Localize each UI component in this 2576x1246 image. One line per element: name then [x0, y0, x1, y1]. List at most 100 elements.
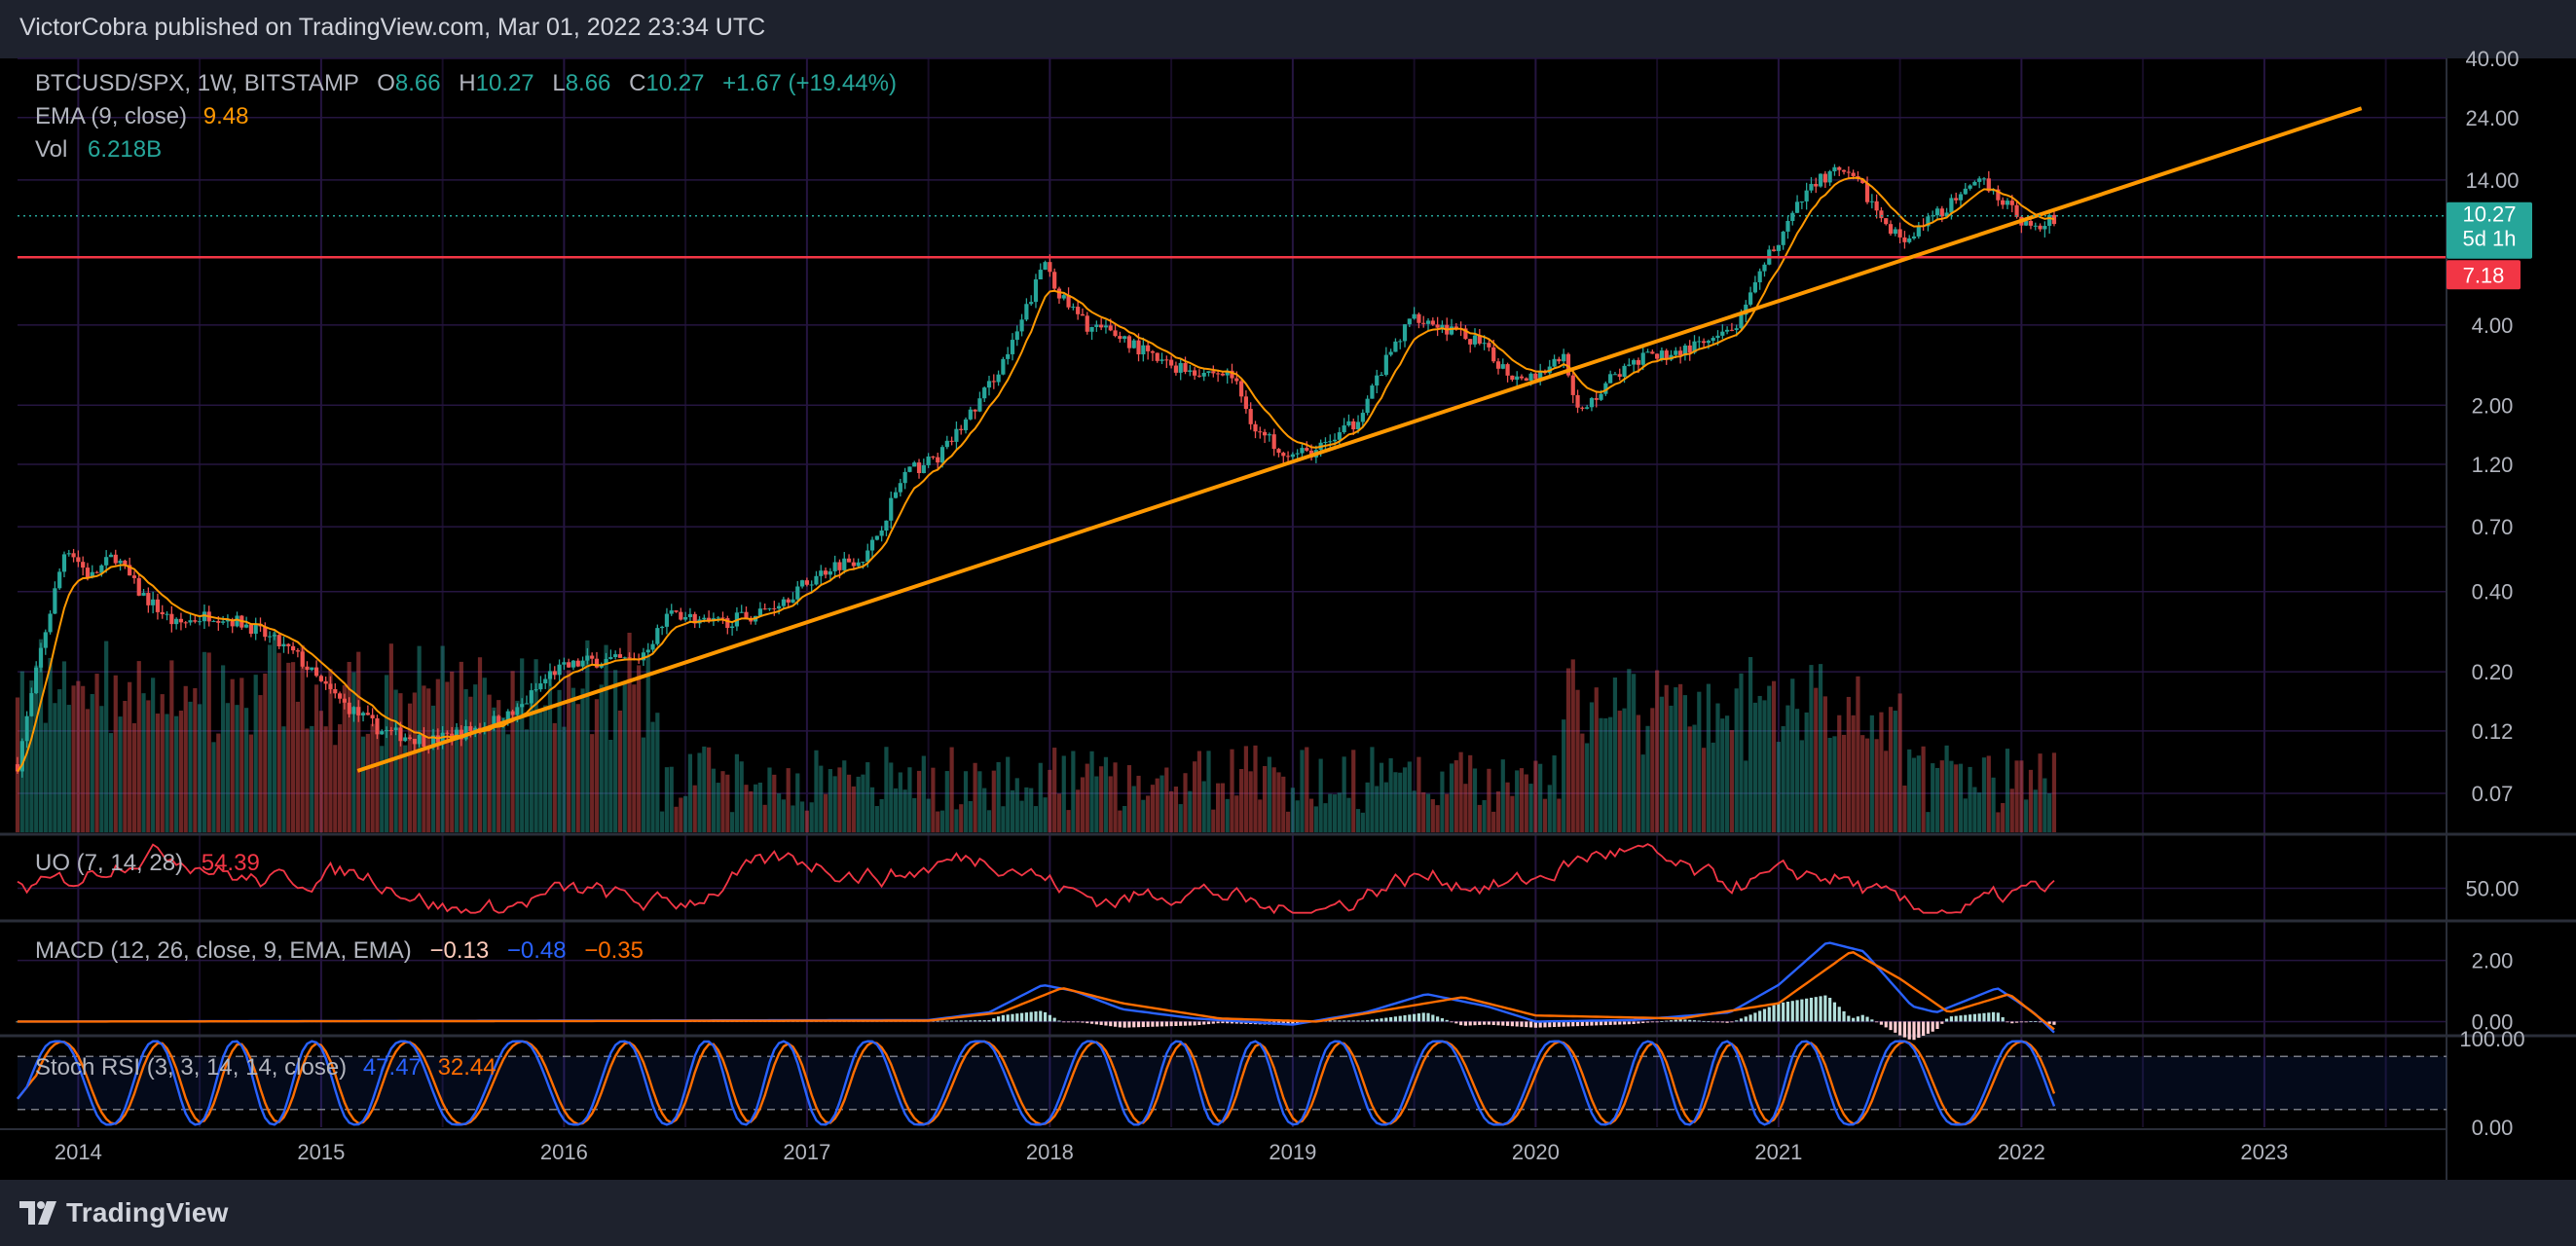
candle-body — [1393, 341, 1398, 352]
candle-body — [1337, 432, 1342, 440]
candle-body — [1874, 201, 1879, 211]
volume-legend[interactable]: Vol 6.218B — [35, 136, 162, 163]
candle-body — [1454, 326, 1458, 329]
candle-body — [1580, 407, 1585, 409]
volume-bar — [323, 726, 328, 832]
macd-histogram-bar — [964, 1020, 968, 1022]
candle-body — [178, 618, 184, 623]
volume-bar — [318, 711, 323, 832]
volume-bar — [375, 725, 380, 832]
volume-bar — [1216, 783, 1221, 832]
candle-body — [819, 570, 824, 576]
macd-histogram-bar — [1552, 1021, 1557, 1028]
volume-bar — [687, 753, 693, 832]
candle-body — [1636, 359, 1641, 365]
candle-body — [43, 632, 48, 648]
candle-body — [1678, 350, 1683, 356]
symbol-legend[interactable]: BTCUSD/SPX, 1W, BITSTAMP O8.66 H10.27 L8… — [35, 70, 897, 96]
candle-body — [973, 409, 977, 412]
volume-bar — [1515, 770, 1520, 832]
macd-histogram-bar — [1113, 1021, 1118, 1027]
volume-bar — [403, 745, 408, 832]
candle-body — [1225, 370, 1230, 376]
macd-legend[interactable]: MACD (12, 26, close, 9, EMA, EMA) −0.13 … — [35, 937, 644, 964]
volume-bar — [1687, 726, 1692, 832]
stoch-legend[interactable]: Stoch RSI (3, 3, 14, 14, close) 47.47 32… — [35, 1054, 497, 1081]
candle-body — [730, 626, 735, 629]
candle-body — [230, 619, 235, 627]
candle-body — [1963, 188, 1968, 195]
volume-bar — [1640, 754, 1645, 832]
candle-body — [851, 562, 856, 567]
candle-body — [1608, 374, 1613, 384]
volume-bar — [2028, 769, 2034, 832]
volume-bar — [1822, 696, 1827, 832]
candle-body — [1804, 190, 1809, 202]
candle-body — [916, 462, 922, 473]
candle-body — [791, 599, 795, 604]
volume-bar — [921, 755, 926, 832]
macd-histogram-bar — [2034, 1021, 2038, 1022]
volume-bar — [104, 641, 109, 832]
volume-bar — [898, 772, 902, 832]
candle-body — [1575, 394, 1580, 408]
candle-body — [407, 737, 413, 739]
macd-histogram-bar — [1585, 1021, 1589, 1026]
volume-bar — [1781, 726, 1785, 832]
volume-bar — [1533, 760, 1538, 832]
macd-histogram-bar — [1782, 1002, 1785, 1022]
candle-body — [944, 440, 949, 448]
volume-bar — [1608, 716, 1613, 832]
svg-text:EMA (9, close) 9.48: EMA (9, close) 9.48 — [35, 103, 248, 129]
volume-bar — [944, 771, 949, 832]
macd-histogram-bar — [1964, 1014, 1968, 1022]
macd-histogram-bar — [1655, 1021, 1659, 1023]
volume-bar — [169, 660, 174, 832]
candle-body — [1533, 373, 1538, 380]
volume-bar — [1617, 711, 1622, 832]
volume-bar — [936, 811, 940, 832]
time-tick-label: 2023 — [2240, 1140, 2288, 1164]
volume-bar — [1776, 742, 1781, 832]
tradingview-logo[interactable]: TradingView — [19, 1197, 229, 1228]
macd-histogram-bar — [1515, 1021, 1519, 1027]
candle-body — [772, 607, 777, 609]
candle-body — [1888, 224, 1894, 235]
candle-body — [744, 611, 749, 619]
candle-body — [1375, 375, 1380, 386]
macd-histogram-bar — [1164, 1021, 1168, 1027]
volume-bar — [2014, 760, 2019, 832]
ema-legend[interactable]: EMA (9, close) 9.48 — [35, 103, 248, 129]
macd-histogram-bar — [1922, 1021, 1926, 1036]
volume-bar — [1864, 738, 1870, 832]
candle-body — [1258, 431, 1263, 433]
volume-bar — [2024, 799, 2029, 832]
volume-bar — [435, 678, 440, 832]
macd-histogram-bar — [1571, 1021, 1575, 1027]
volume-bar — [1449, 763, 1454, 832]
volume-bar — [1300, 750, 1305, 832]
volume-bar — [1674, 687, 1678, 832]
candle-body — [473, 727, 478, 732]
volume-bar — [1295, 800, 1300, 832]
candle-body — [1472, 335, 1478, 345]
candle-body — [1234, 378, 1239, 382]
trendline[interactable] — [356, 106, 2363, 773]
macd-histogram-bar — [1510, 1021, 1514, 1027]
volume-bar — [1991, 777, 1996, 832]
volume-bar — [1664, 684, 1669, 832]
oscillator-legend[interactable]: UO (7, 14, 28) 54.39 — [35, 850, 260, 876]
volume-bar — [720, 771, 725, 832]
volume-bar — [1958, 763, 1964, 832]
candle-body — [136, 577, 141, 596]
candle-body — [1664, 350, 1669, 360]
candle-body — [1360, 413, 1365, 422]
macd-signal-line — [18, 951, 2055, 1031]
volume-bar — [1014, 778, 1019, 832]
candle-body — [1061, 295, 1066, 299]
volume-bar — [837, 767, 842, 832]
chart-canvas[interactable]: 40.00 24.00 14.00 4.00 2.00 1.20 0.70 0.40 0.20 0… — [0, 0, 2576, 1180]
candle-body — [641, 652, 646, 661]
candle-body — [19, 741, 24, 772]
volume-bar — [1856, 676, 1860, 832]
